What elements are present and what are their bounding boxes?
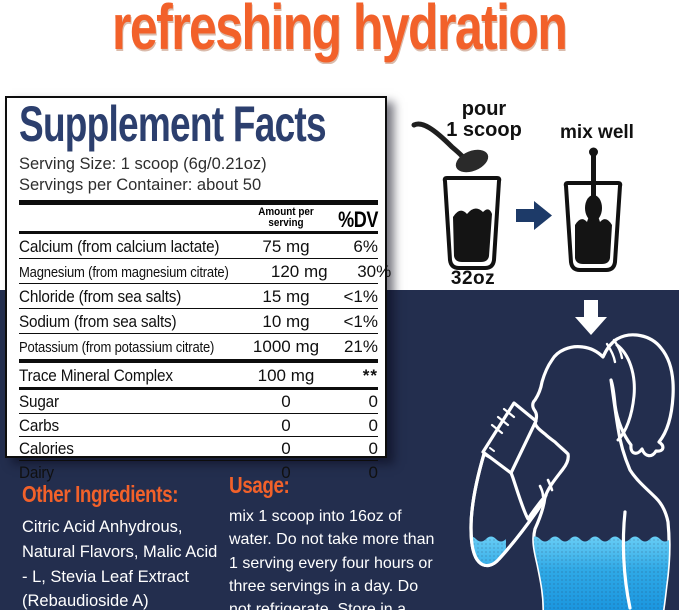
spoon-icon (411, 121, 489, 173)
mix-well-label: mix well (560, 122, 634, 143)
dv-column-header: %DV (338, 206, 378, 232)
usage-section: Usage: mix 1 scoop into 16oz of water. D… (229, 474, 441, 610)
woman-drinking-illustration (469, 300, 675, 610)
divider-bar (19, 199, 378, 205)
supplement-facts-panel: Supplement Facts Serving Size: 1 scoop (… (5, 96, 391, 482)
table-row: Chloride (from sea salts) 15 mg <1% (19, 284, 378, 310)
table-row: Trace Mineral Complex 100 mg ** (19, 363, 378, 390)
table-row: Calcium (from calcium lactate) 75 mg 6% (19, 234, 378, 259)
usage-text: mix 1 scoop into 16oz of water. Do not t… (229, 508, 435, 610)
table-row: Carbs 0 0 (19, 414, 378, 438)
glass-size-label: 32oz (450, 268, 496, 289)
table-header-row: Amount per serving %DV (19, 205, 378, 234)
glass-icon (442, 176, 502, 270)
page-title: refreshing hydration (112, 0, 568, 63)
detail-lines (538, 338, 636, 498)
cup-icon (481, 401, 538, 475)
other-ingredients-section: Other Ingredients: Citric Acid Anhydrous… (22, 483, 227, 610)
glass-stir-icon (563, 147, 623, 272)
table-row: Calories 0 0 (19, 437, 378, 461)
arm-outline (469, 452, 548, 568)
arrow-down-icon (575, 300, 607, 335)
arrow-right-icon (516, 201, 552, 230)
other-ingredients-text: Citric Acid Anhydrous, Natural Flavors, … (22, 518, 218, 610)
supplement-facts-title: Supplement Facts (19, 96, 327, 152)
table-row: Sugar 0 0 (19, 390, 378, 414)
back-line (621, 510, 632, 610)
amount-column-header: Amount per serving (258, 205, 314, 230)
serving-info: Serving Size: 1 scoop (6g/0.21oz) Servin… (19, 154, 378, 197)
body-water-fill (532, 536, 674, 610)
servings-per-container: Servings per Container: about 50 (19, 176, 262, 195)
pour-scoop-label: pour 1 scoop (446, 98, 522, 141)
serving-size: Serving Size: 1 scoop (6g/0.21oz) (19, 155, 267, 173)
mixing-instructions-graphic (411, 121, 623, 272)
other-ingredients-heading: Other Ingredients: (22, 481, 179, 507)
usage-heading: Usage: (229, 472, 290, 498)
stir-spoon-icon (585, 147, 602, 221)
table-row: Sodium (from sea salts) 10 mg <1% (19, 309, 378, 335)
table-row: Dairy 0 0 (19, 462, 378, 482)
table-row: Potassium (from potassium citrate) 1000 … (19, 334, 378, 363)
table-row: Magnesium (from magnesium citrate) 120 m… (19, 259, 391, 285)
